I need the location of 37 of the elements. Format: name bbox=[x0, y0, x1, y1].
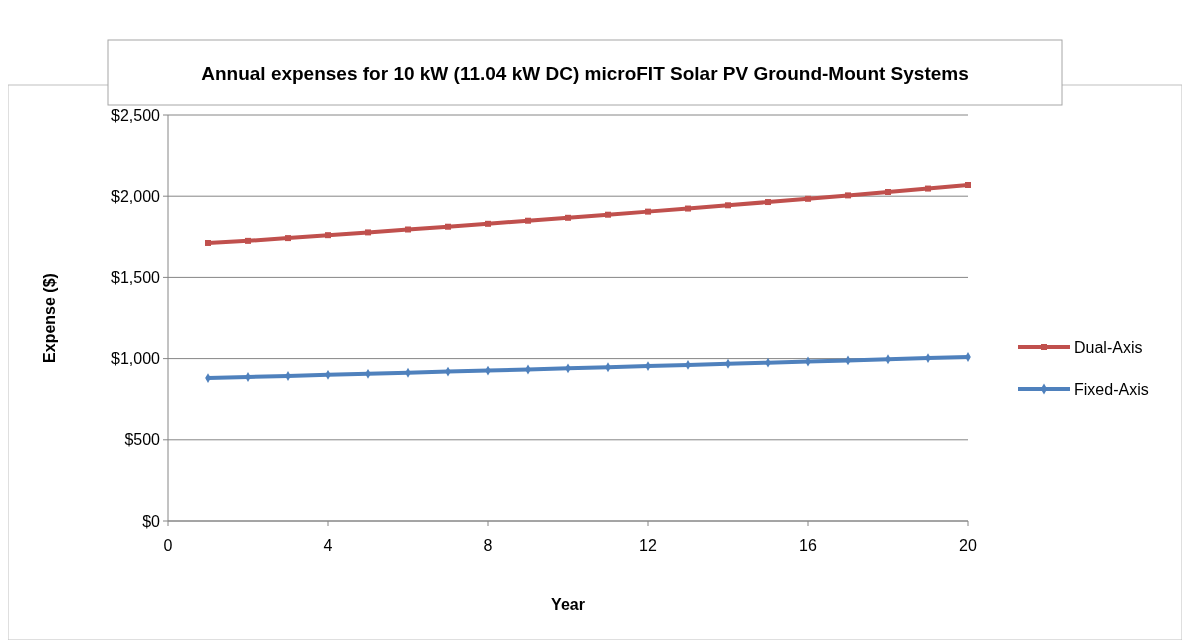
point bbox=[965, 181, 971, 188]
point bbox=[365, 229, 371, 236]
point bbox=[765, 199, 771, 206]
y-tick-label: $0 bbox=[142, 512, 161, 530]
point bbox=[405, 226, 411, 233]
x-tick-label: 0 bbox=[163, 537, 173, 554]
y-tick-label: $2,500 bbox=[111, 106, 161, 124]
point bbox=[285, 235, 291, 242]
y-tick-label: $1,000 bbox=[111, 350, 161, 368]
legend-label: Dual-Axis bbox=[1074, 338, 1143, 356]
point bbox=[485, 220, 491, 227]
x-tick-label: 8 bbox=[483, 537, 493, 554]
point bbox=[925, 185, 931, 192]
y-tick-label: $500 bbox=[124, 431, 161, 449]
point bbox=[645, 208, 651, 215]
x-tick-label: 16 bbox=[799, 537, 817, 554]
x-tick-label: 12 bbox=[639, 537, 657, 554]
point bbox=[325, 232, 331, 239]
point bbox=[445, 223, 451, 230]
y-tick-label: $2,000 bbox=[111, 187, 161, 205]
x-axis-title: Year bbox=[551, 596, 585, 613]
x-tick-label: 4 bbox=[323, 537, 333, 554]
point bbox=[205, 239, 211, 246]
point bbox=[565, 214, 571, 221]
chart-title: Annual expenses for 10 kW (11.04 kW DC) microFIT Solar PV Ground-Mount Systems bbox=[201, 63, 969, 84]
point bbox=[245, 237, 251, 244]
y-axis-title: Expense ($) bbox=[41, 273, 58, 363]
point bbox=[525, 217, 531, 224]
point bbox=[685, 205, 691, 212]
point bbox=[805, 195, 811, 202]
point bbox=[845, 192, 851, 199]
x-tick-label: 20 bbox=[959, 537, 977, 554]
point bbox=[725, 202, 731, 209]
y-tick-label: $1,500 bbox=[111, 269, 161, 286]
legend-label: Fixed-Axis bbox=[1074, 380, 1149, 398]
point bbox=[885, 188, 891, 195]
point bbox=[605, 211, 611, 218]
